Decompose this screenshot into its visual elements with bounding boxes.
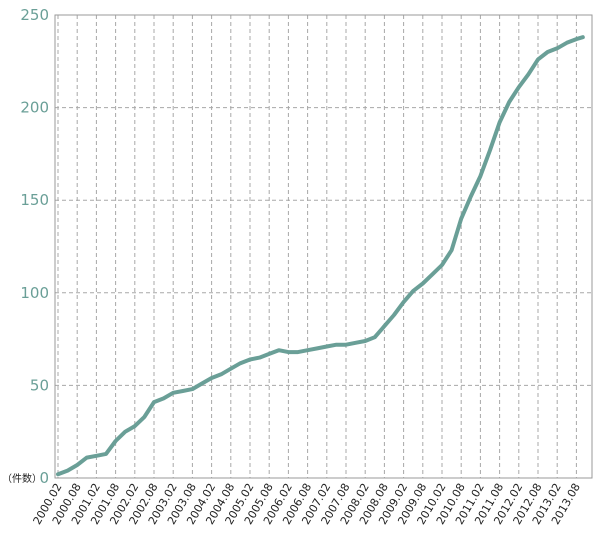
y-tick-label: 50: [30, 376, 49, 394]
y-axis-unit-label: （件数）: [2, 472, 42, 485]
plot-frame: [54, 14, 593, 479]
y-tick-label: 100: [20, 284, 49, 302]
series-line: [56, 35, 585, 477]
y-tick-label: 250: [20, 6, 49, 24]
horizontal-gridlines: [55, 107, 592, 386]
x-axis-tick-labels: 2000.022000.082001.022001.082002.022002.…: [31, 481, 583, 527]
y-axis-tick-labels: 0 50 100 150 200 250: [20, 6, 49, 487]
y-tick-label: 150: [20, 191, 49, 209]
y-tick-label: 200: [20, 99, 49, 117]
vertical-gridlines: [57, 15, 577, 478]
series-group: [56, 35, 585, 477]
y-tick-label: 0: [39, 469, 49, 487]
